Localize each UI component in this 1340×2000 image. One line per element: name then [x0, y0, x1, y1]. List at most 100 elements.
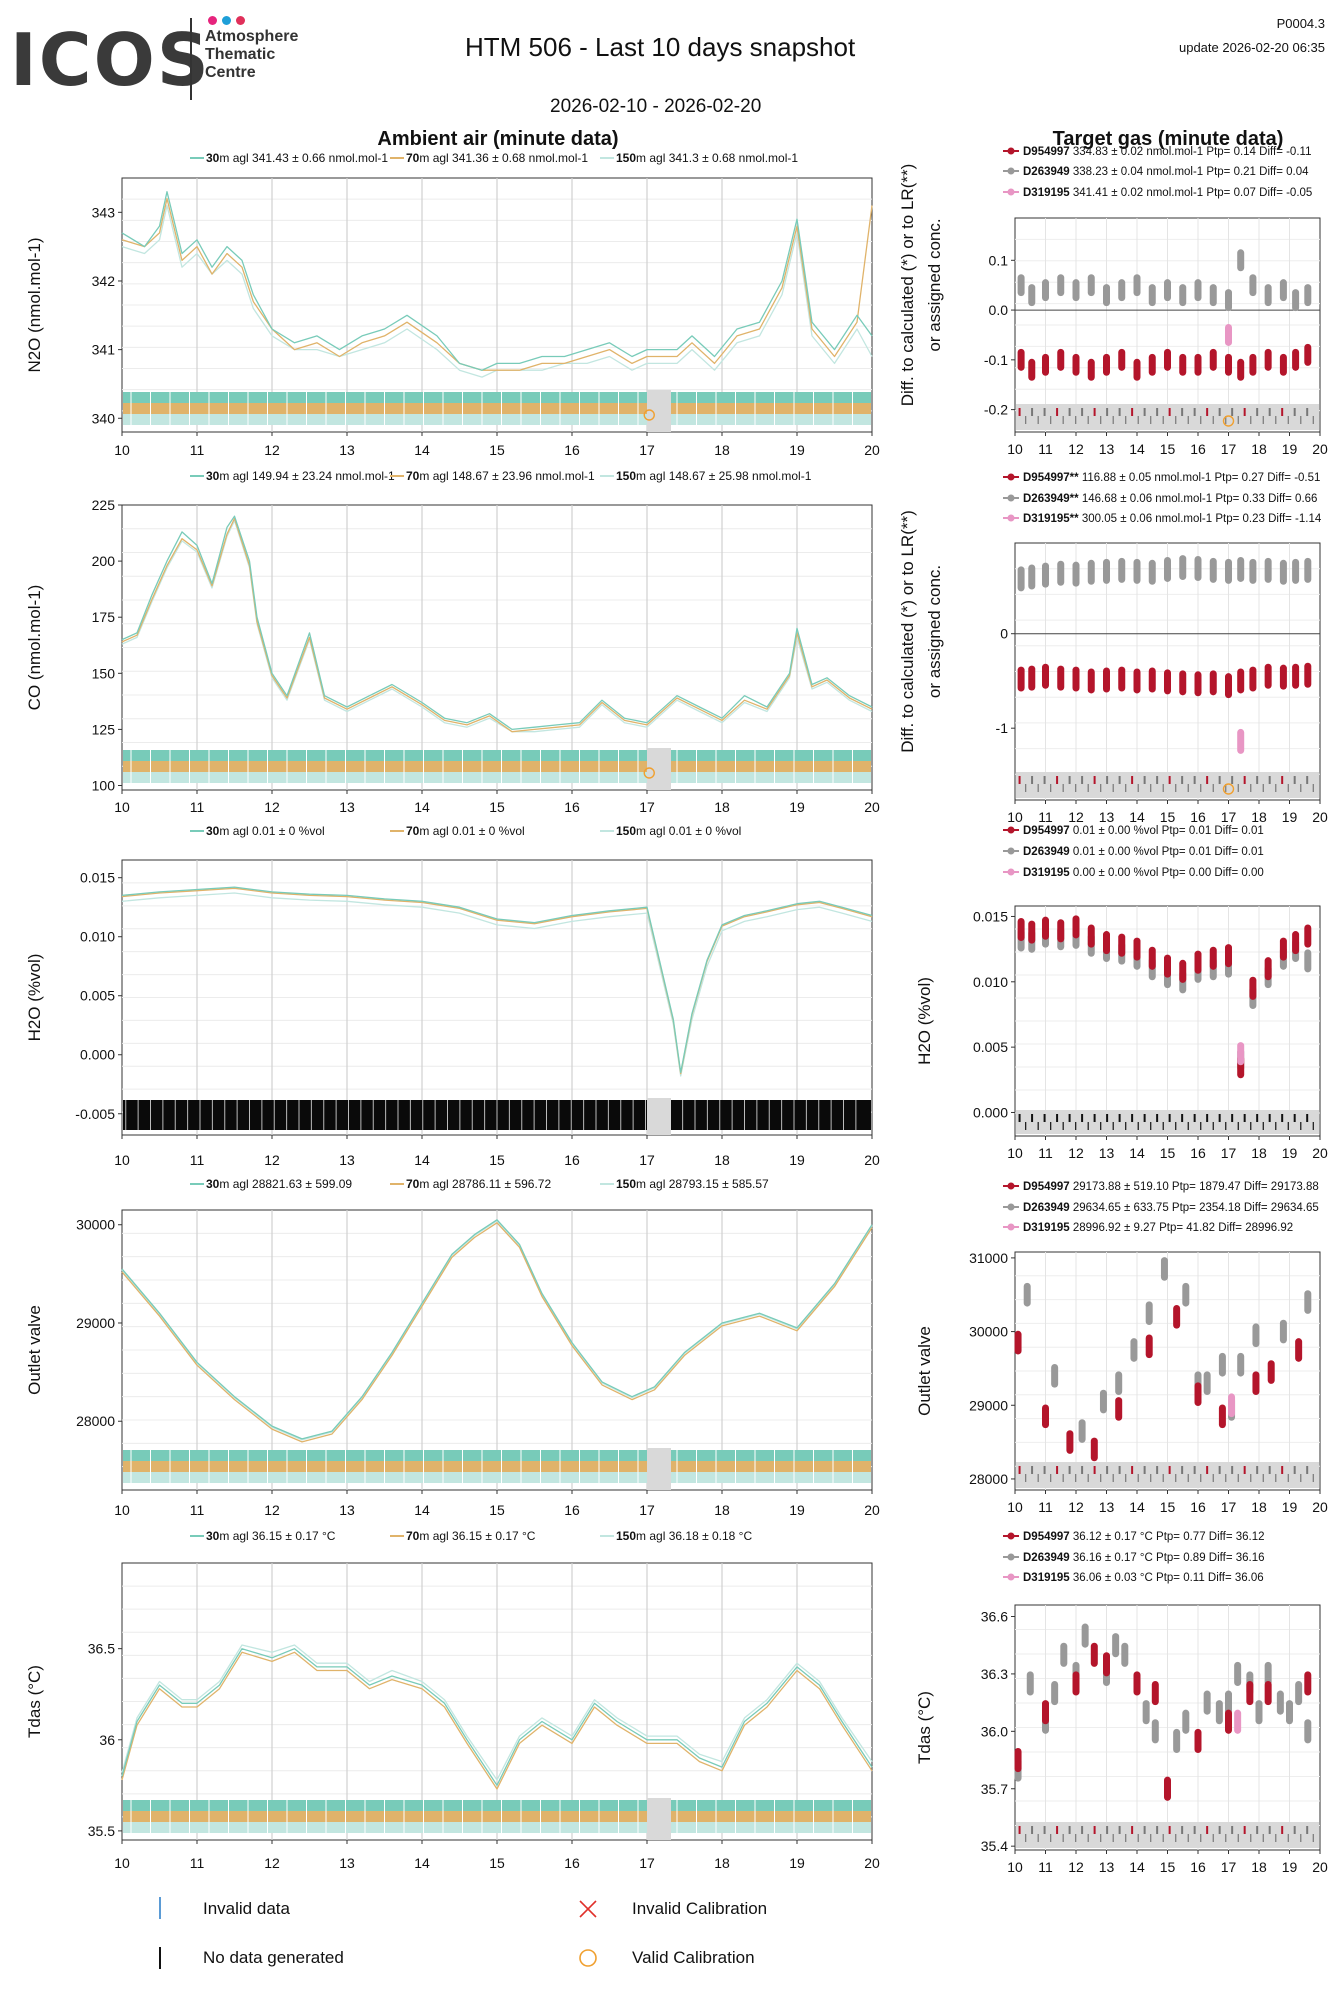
logo-divider — [190, 18, 192, 100]
t_n2o-x-tick-label: 14 — [1129, 441, 1145, 457]
logo-dot-pink — [208, 16, 217, 25]
tdas-x-tick-label: 10 — [114, 1855, 130, 1871]
logo-dot-red — [236, 16, 245, 25]
t_tdas-x-tick-label: 12 — [1068, 1859, 1084, 1875]
t_h2o-x-tick-label: 14 — [1129, 1145, 1145, 1161]
legend-stat: 146.68 ± 0.06 nmol.mol-1 Ptp= 0.33 Diff=… — [1082, 493, 1318, 505]
t_h2o-ytick-label: 0.010 — [973, 974, 1008, 990]
h2o-ytick-label: 0.015 — [80, 870, 115, 886]
valid-calibration-icon — [579, 1949, 597, 1967]
t_h2o-x-tick-label: 20 — [1312, 1145, 1328, 1161]
h2o-x-tick-label: 15 — [489, 1152, 505, 1168]
n2o-ytick-label: 343 — [92, 204, 116, 220]
t_n2o-x-tick-label: 12 — [1068, 441, 1084, 457]
tdas-series-line — [121, 1648, 873, 1786]
t_tdas-ytick-label: 36.0 — [981, 1723, 1008, 1739]
t_outlet-x-tick-label: 20 — [1312, 1499, 1328, 1515]
outlet-series-line — [121, 1220, 873, 1441]
co-ytick-label: 125 — [92, 721, 116, 737]
t_h2o-x-tick-label: 18 — [1251, 1145, 1267, 1161]
t_co-legend-dot — [1007, 514, 1015, 522]
h2o-x-tick-label: 18 — [714, 1152, 730, 1168]
t_tdas-legend-item: D319195 36.06 ± 0.03 °C Ptp= 0.11 Diff= … — [1023, 1572, 1264, 1584]
t_h2o-ytick-label: 0.005 — [973, 1039, 1008, 1055]
h2o-x-tick-label: 16 — [564, 1152, 580, 1168]
tdas-series-line — [121, 1644, 873, 1781]
legend-height: 30 — [206, 1177, 220, 1191]
legend-height: 150 — [616, 1177, 636, 1191]
legend-tank-id: D263949 — [1023, 846, 1073, 858]
legend-tank-id: D263949 — [1023, 166, 1073, 178]
t_outlet-x-tick-label: 16 — [1190, 1499, 1206, 1515]
t_n2o-legend-item: D319195 341.41 ± 0.02 nmol.mol-1 Ptp= 0.… — [1023, 187, 1312, 199]
t_h2o-x-tick-label: 13 — [1099, 1145, 1115, 1161]
n2o-x-tick-label: 15 — [489, 442, 505, 458]
legend-height: 70 — [406, 1529, 420, 1543]
tdas-x-tick-label: 13 — [339, 1855, 355, 1871]
t_h2o-ylabel: H2O (%vol) — [915, 977, 934, 1065]
legend-stat: 116.88 ± 0.05 nmol.mol-1 Ptp= 0.27 Diff=… — [1082, 472, 1321, 484]
page-title: HTM 506 - Last 10 days snapshot — [465, 32, 856, 62]
n2o-x-tick-label: 19 — [789, 442, 805, 458]
tdas-x-tick-label: 20 — [864, 1855, 880, 1871]
legend-height: 150 — [616, 469, 636, 483]
n2o-x-tick-label: 18 — [714, 442, 730, 458]
t_h2o-x-tick-label: 11 — [1038, 1145, 1053, 1161]
t_co-legend-item: D263949** 146.68 ± 0.06 nmol.mol-1 Ptp= … — [1023, 493, 1317, 505]
legend-tank-id: D954997 — [1023, 1181, 1073, 1193]
outlet-x-tick-label: 20 — [864, 1502, 880, 1518]
legend-tank-id: D319195 — [1023, 1572, 1073, 1584]
legend-stat: m agl 0.01 ± 0 %vol — [636, 824, 741, 838]
h2o-gap-band — [647, 1098, 671, 1135]
co-valid-calibration-marker — [643, 767, 655, 779]
t_h2o-legend-dot — [1007, 826, 1015, 834]
legend-stat: 334.83 ± 0.02 nmol.mol-1 Ptp= 0.14 Diff=… — [1073, 146, 1312, 158]
t_n2o-status-band — [1016, 404, 1319, 430]
h2o-nodata-band — [123, 1100, 647, 1130]
co-ytick-label: 200 — [92, 553, 116, 569]
t_co-x-tick-label: 16 — [1190, 809, 1206, 825]
update-timestamp: update 2026-02-20 06:35 — [1178, 40, 1325, 55]
co-cal-band — [671, 772, 871, 783]
t_h2o-legend-item: D263949 0.01 ± 0.00 %vol Ptp= 0.01 Diff=… — [1023, 846, 1264, 858]
n2o-legend-item: 150m agl 341.3 ± 0.68 nmol.mol-1 — [616, 151, 798, 165]
legend-tank-id: D319195 — [1023, 1222, 1073, 1234]
t_outlet-x-tick-label: 17 — [1221, 1499, 1237, 1515]
t_co-legend-dot — [1007, 473, 1015, 481]
t_n2o-x-tick-label: 17 — [1221, 441, 1237, 457]
h2o-ytick-label: -0.005 — [75, 1106, 115, 1122]
outlet-cal-band — [671, 1472, 871, 1483]
logo-subtitle: Atmosphere Thematic Centre — [205, 28, 298, 82]
t_h2o-x-tick-label: 12 — [1068, 1145, 1084, 1161]
legend-stat: m agl 28821.63 ± 599.09 — [219, 1177, 352, 1191]
tdas-legend-item: 30m agl 36.15 ± 0.17 °C — [206, 1529, 336, 1543]
h2o-x-tick-label: 19 — [789, 1152, 805, 1168]
co-x-tick-label: 14 — [414, 799, 430, 815]
t_h2o-x-tick-label: 19 — [1282, 1145, 1298, 1161]
t_tdas-x-tick-label: 14 — [1129, 1859, 1145, 1875]
t_n2o-legend-item: D954997 334.83 ± 0.02 nmol.mol-1 Ptp= 0.… — [1023, 146, 1311, 158]
t_h2o-legend-item: D954997 0.01 ± 0.00 %vol Ptp= 0.01 Diff=… — [1023, 825, 1264, 837]
t_tdas-status-band — [1016, 1822, 1319, 1848]
t_tdas-x-tick-label: 20 — [1312, 1859, 1328, 1875]
legend-stat: m agl 341.36 ± 0.68 nmol.mol-1 — [419, 151, 588, 165]
legend-tank-id: D954997** — [1023, 472, 1082, 484]
legend-stat: 341.41 ± 0.02 nmol.mol-1 Ptp= 0.07 Diff=… — [1073, 187, 1312, 199]
t_n2o-x-tick-label: 13 — [1099, 441, 1115, 457]
t_co-status-band — [1016, 772, 1319, 798]
t_outlet-legend-dot — [1007, 1223, 1015, 1231]
t_h2o-legend-dot — [1007, 868, 1015, 876]
co-x-tick-label: 19 — [789, 799, 805, 815]
outlet-ytick-label: 30000 — [76, 1217, 115, 1233]
legend-no-data: No data generated — [203, 1948, 344, 1967]
t_n2o-ytick-label: 0.1 — [989, 252, 1009, 268]
t_co-valid-calibration-marker — [1222, 783, 1235, 795]
outlet-series-line — [121, 1219, 873, 1440]
legend-stat: m agl 0.01 ± 0 %vol — [419, 824, 524, 838]
n2o-gap-band — [647, 390, 671, 432]
n2o-x-tick-label: 12 — [264, 442, 280, 458]
t_co-x-tick-label: 10 — [1007, 809, 1023, 825]
t_tdas-x-tick-label: 19 — [1282, 1859, 1298, 1875]
t_outlet-x-tick-label: 14 — [1129, 1499, 1145, 1515]
h2o-series-line — [121, 886, 873, 1074]
